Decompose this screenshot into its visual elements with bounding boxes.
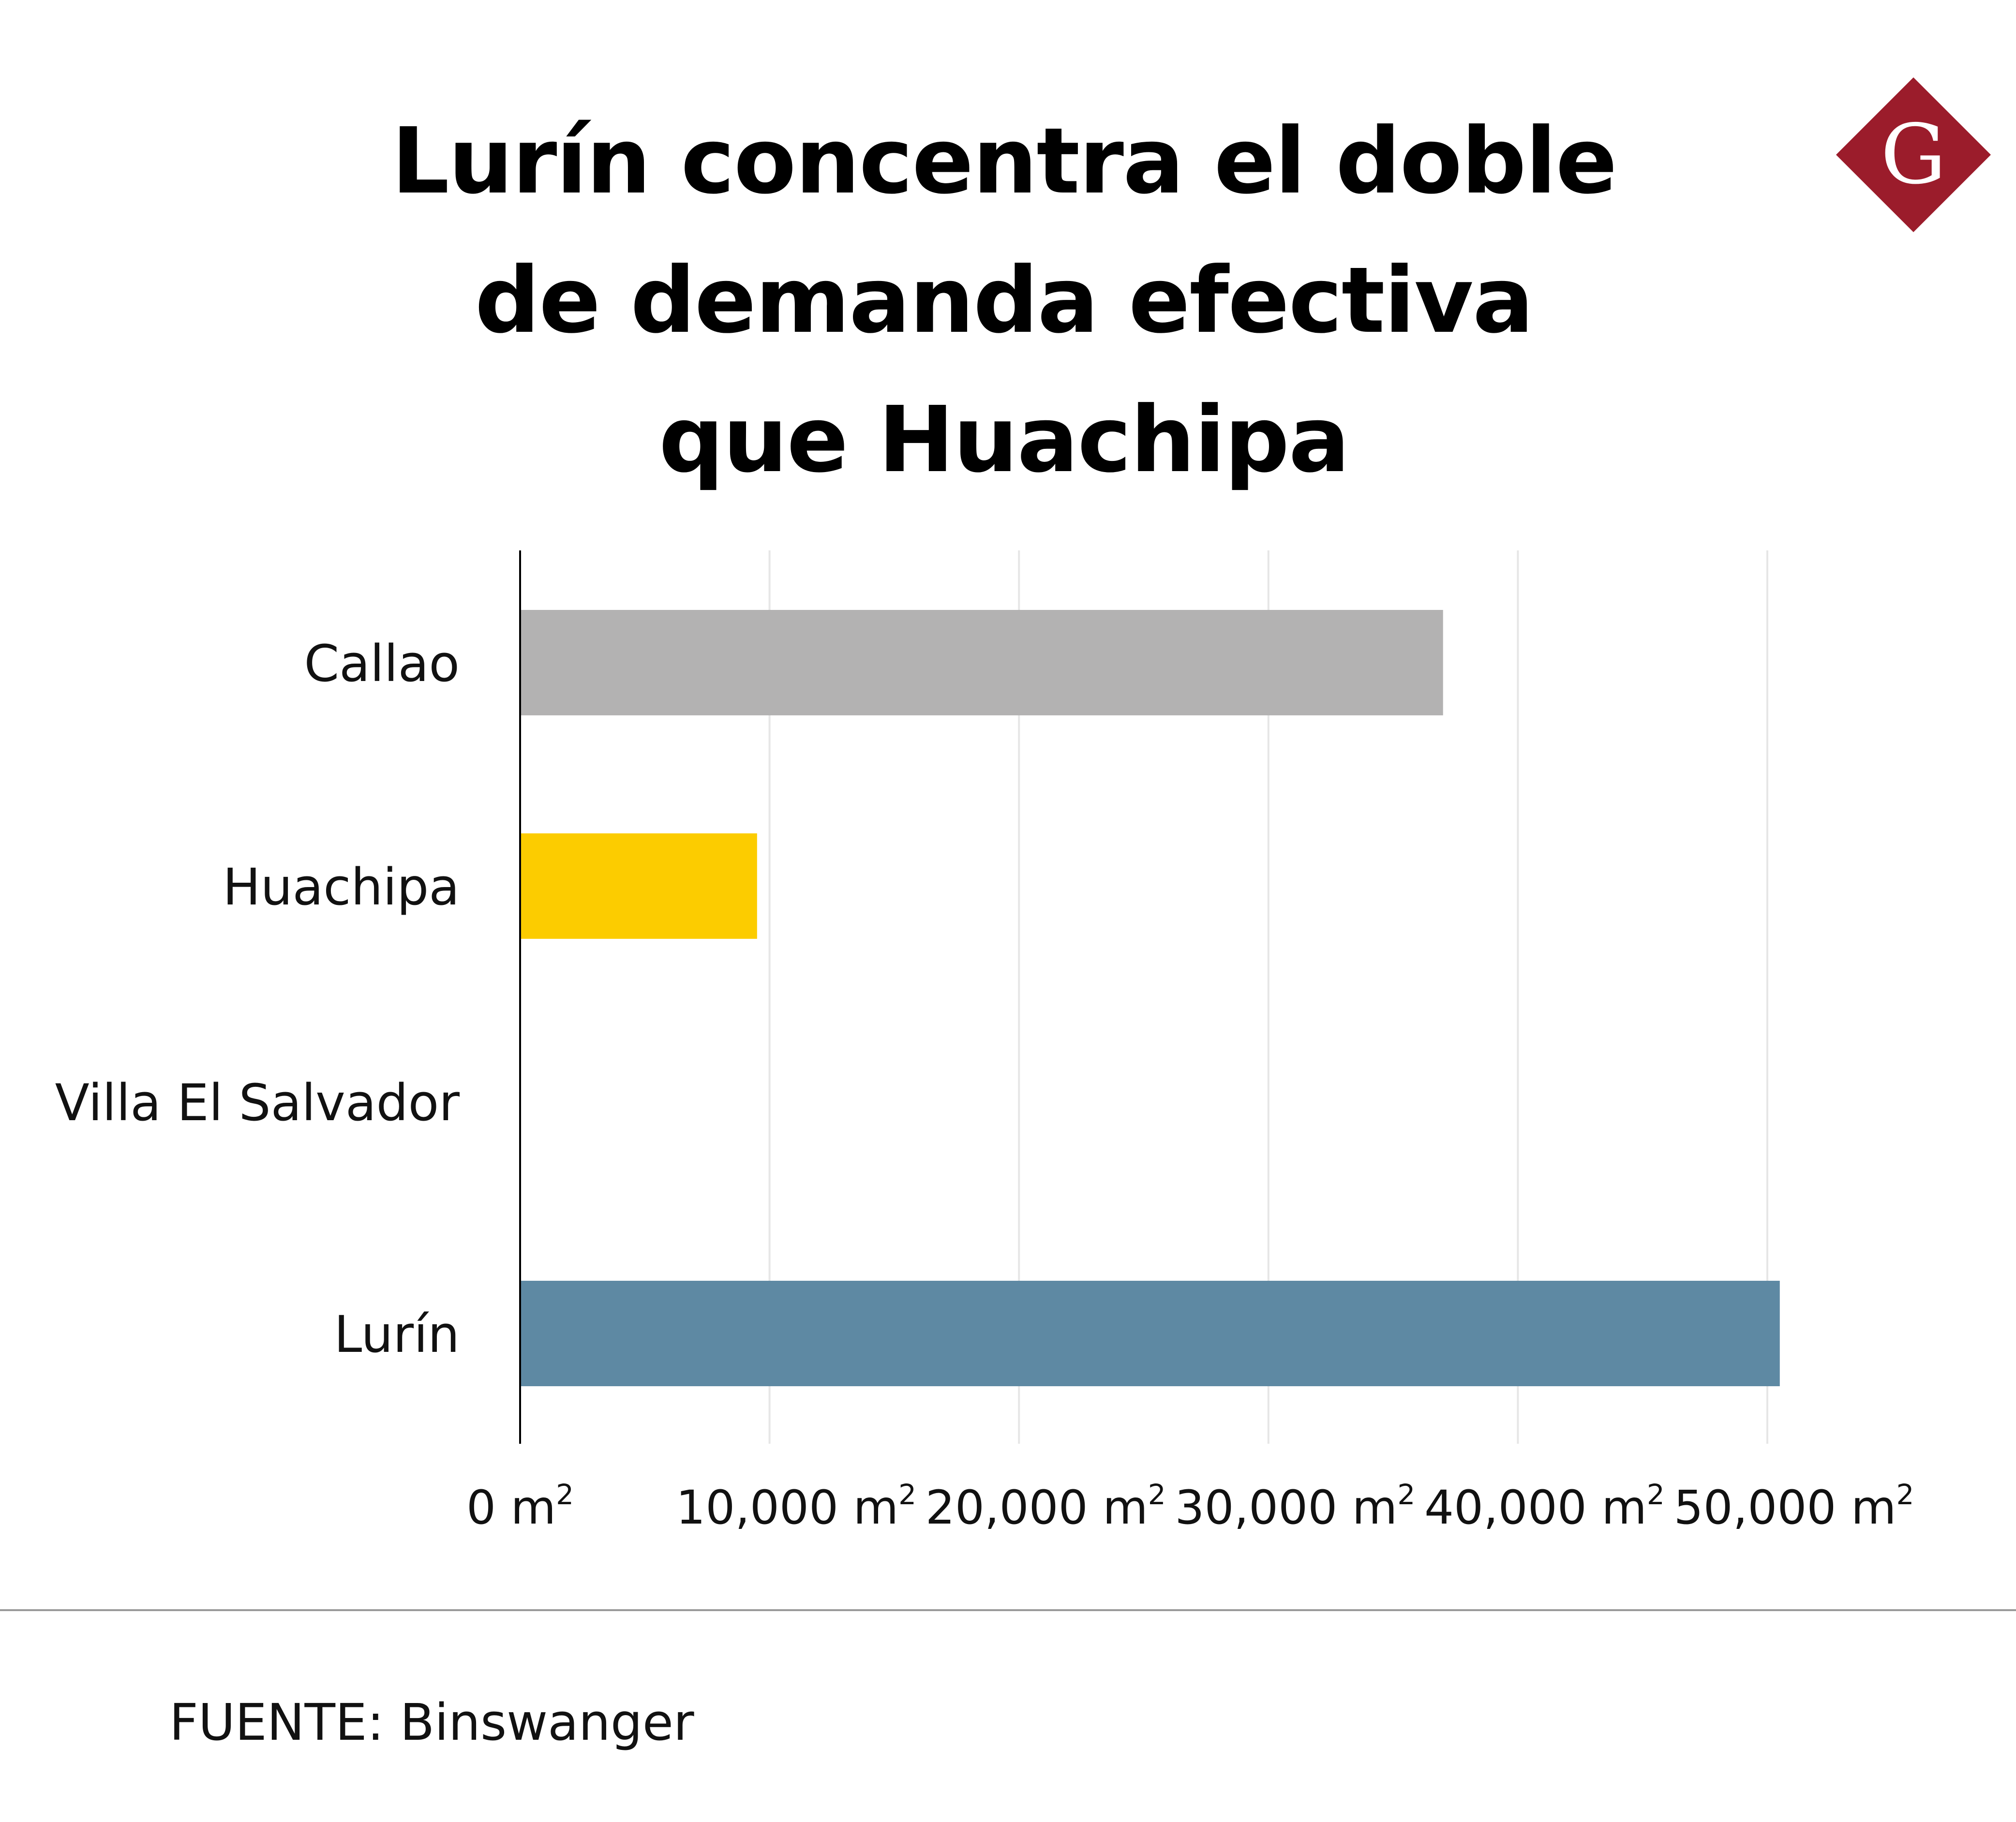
category-label: Villa El Salvador (55, 1073, 460, 1132)
bar-lur-n (520, 1281, 1780, 1386)
brand-logo: G (1836, 77, 1991, 232)
x-tick-label: 10,000 m2 (676, 1478, 916, 1535)
category-label: Huachipa (223, 858, 460, 917)
divider (0, 1609, 2016, 1611)
bar-chart: Callao Huachipa Villa El Salvador Lurín 0 m2… (55, 550, 1914, 1535)
x-tick-label: 30,000 m2 (1175, 1478, 1415, 1535)
x-tick-label: 0 m2 (466, 1478, 574, 1535)
title-line-1: Lurín concentra el doble (391, 108, 1617, 214)
category-label: Lurín (334, 1305, 460, 1364)
title-line-3: que Huachipa (658, 387, 1350, 493)
logo-diamond (1836, 77, 1991, 232)
chart-title: Lurín concentra el doble de demanda efec… (242, 92, 1766, 510)
source-note: FUENTE: Binswanger (169, 1693, 694, 1752)
category-label: Callao (304, 634, 460, 693)
x-tick-label: 20,000 m2 (926, 1478, 1166, 1535)
x-tick-label: 40,000 m2 (1424, 1478, 1665, 1535)
logo-letter: G (1881, 107, 1946, 203)
title-line-2: de demanda efectiva (475, 248, 1534, 354)
x-tick-label: 50,000 m2 (1674, 1478, 1914, 1535)
bar-callao (520, 610, 1443, 715)
bar-huachipa (520, 833, 757, 939)
